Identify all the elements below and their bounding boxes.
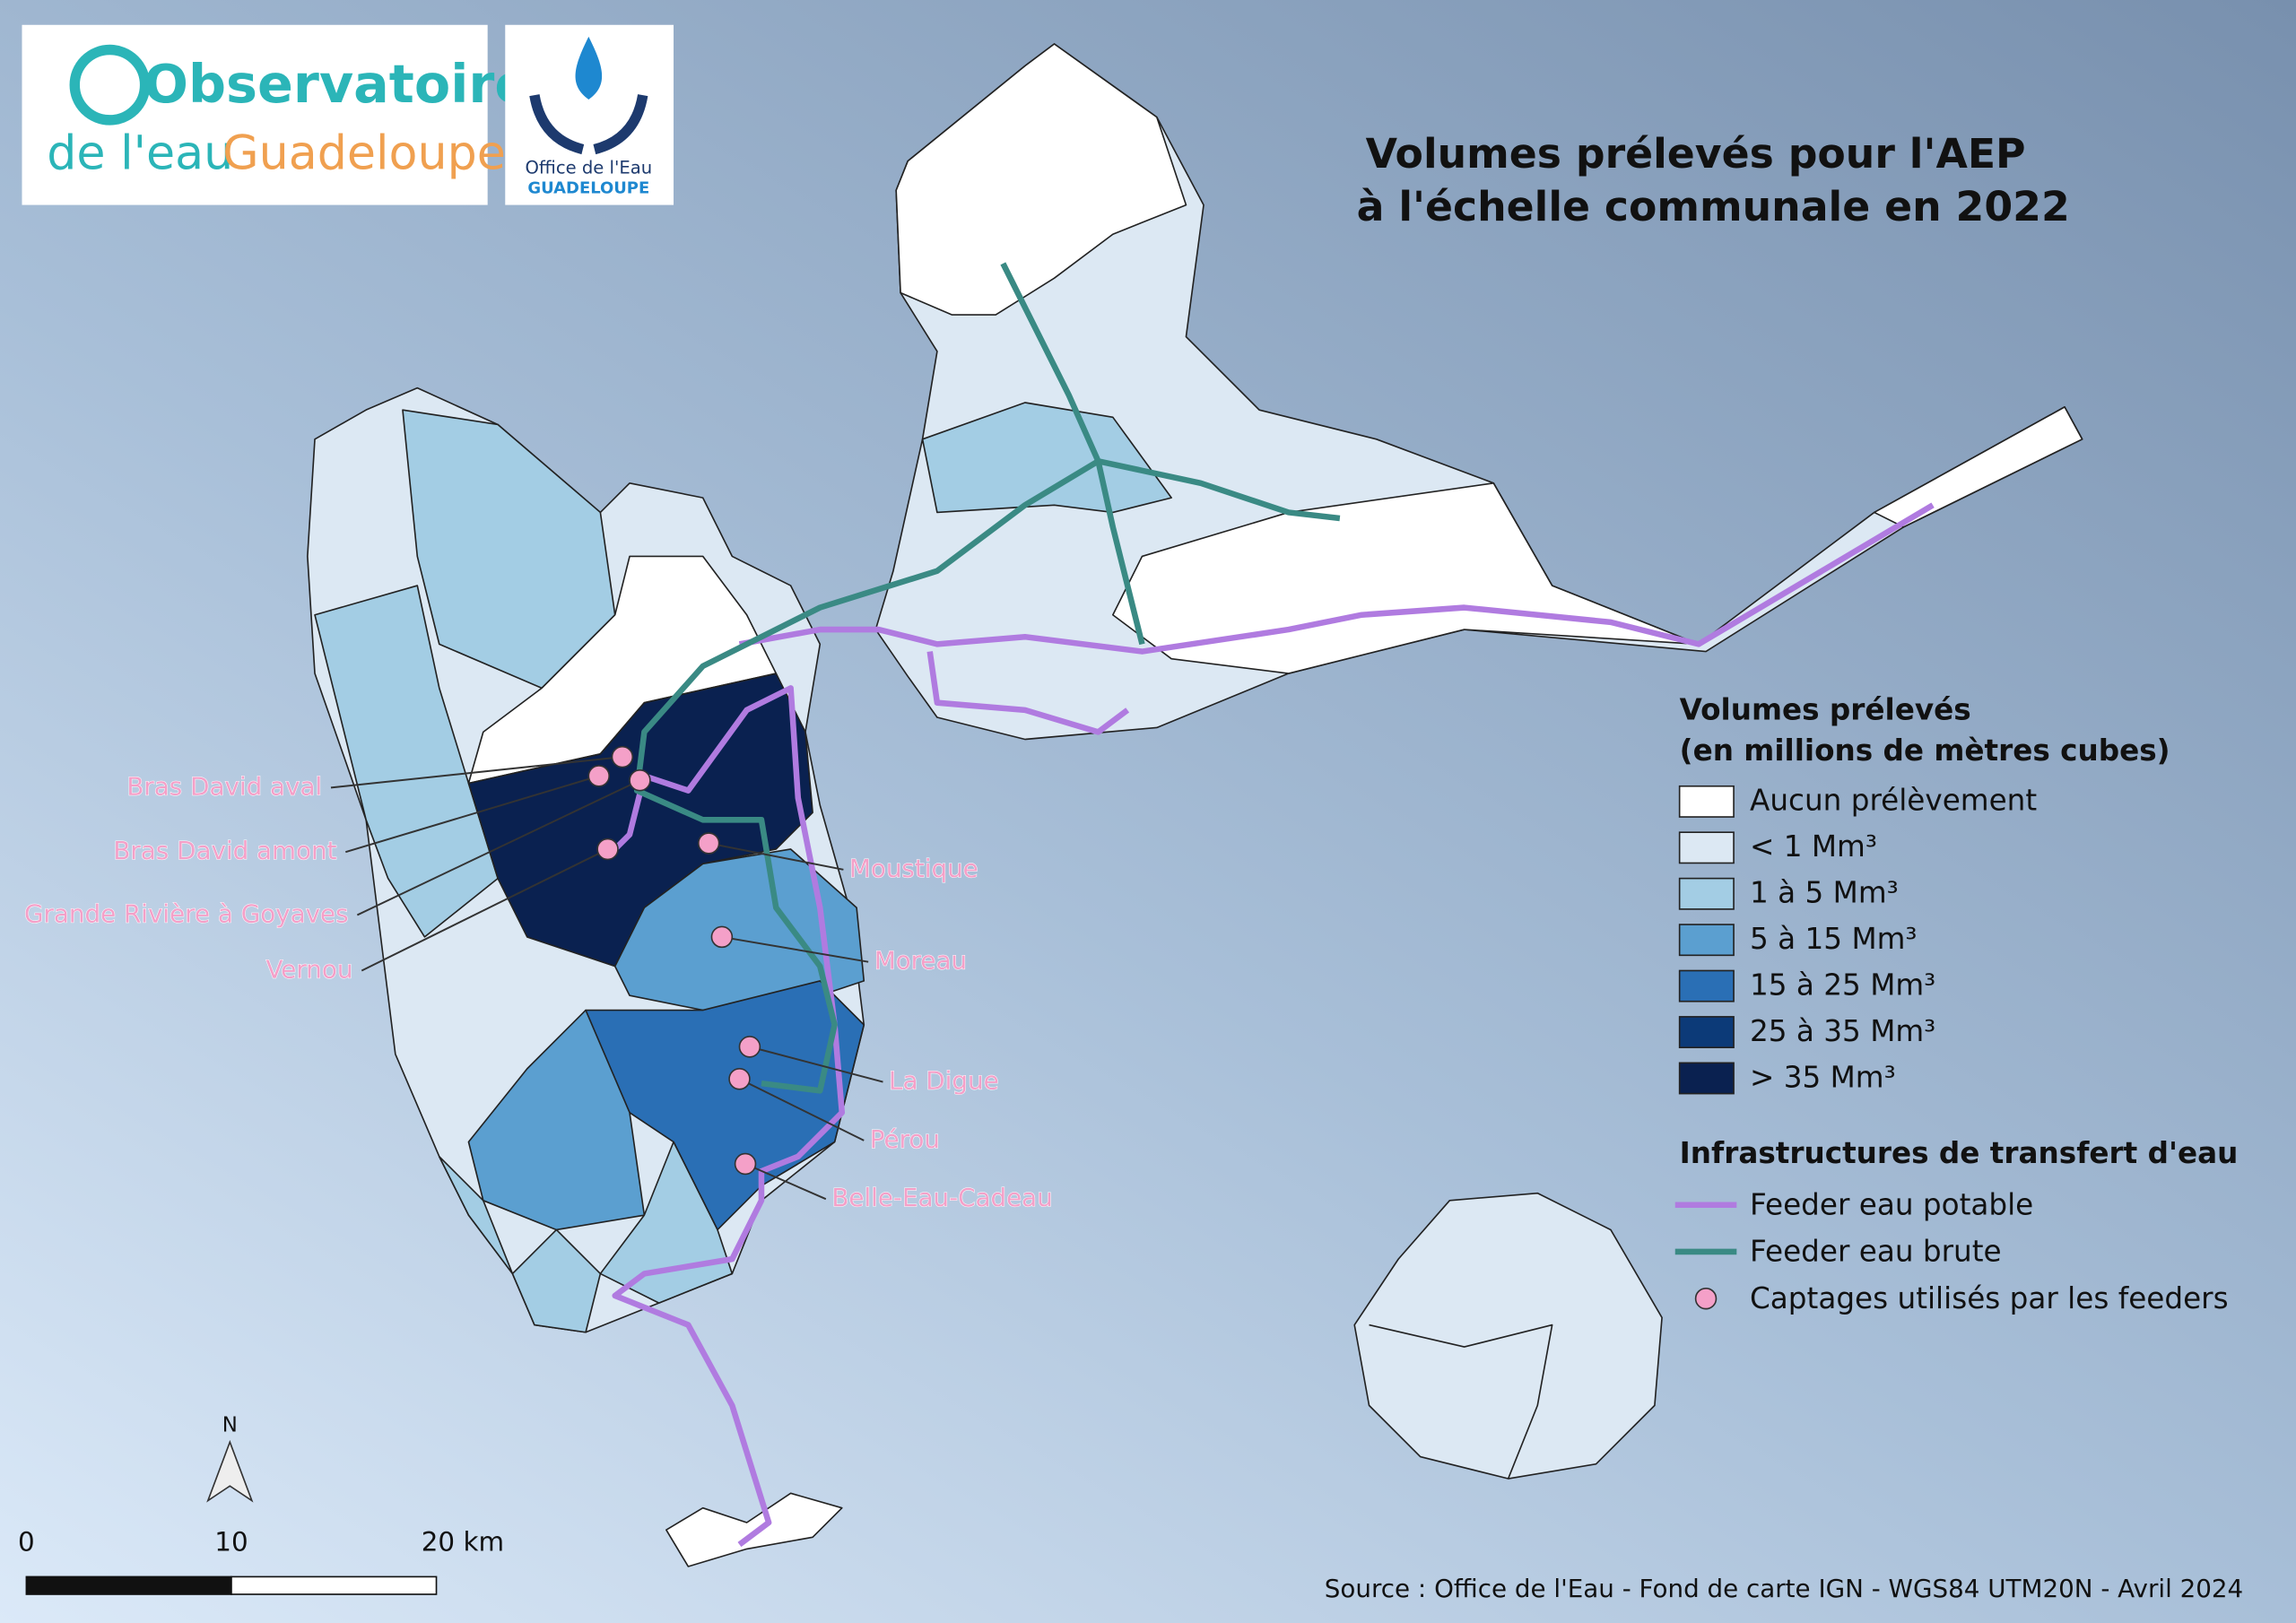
- legend-label: < 1 Mm³: [1750, 829, 1877, 864]
- leader-line: [721, 935, 869, 963]
- captage-label: Grande Rivière à Goyaves: [24, 898, 349, 928]
- captage-label: Pérou: [870, 1124, 940, 1154]
- captage-point: [596, 838, 619, 861]
- legend-label: Captages utilisés par les feeders: [1750, 1281, 2229, 1315]
- legend-label: Feeder eau potable: [1750, 1187, 2033, 1221]
- scale-bar: [25, 1575, 232, 1595]
- logo-mark: [69, 44, 151, 126]
- logo-line: de l'eau: [47, 127, 233, 181]
- leader-line: [345, 775, 600, 854]
- commune: [467, 673, 813, 968]
- captage-label: Bras David amont: [113, 836, 336, 865]
- commune: [895, 43, 1187, 316]
- legend-label: Aucun prélèvement: [1750, 784, 2037, 818]
- feeder-potable: [738, 502, 1935, 655]
- feeder-potable: [926, 651, 1130, 735]
- logo-drop: [575, 36, 603, 100]
- legend-point: [1694, 1287, 1718, 1310]
- legend-swatch: [1678, 785, 1735, 818]
- feeder-brute: [1097, 458, 1341, 522]
- les-saintes: [665, 1492, 843, 1567]
- legend-label: 25 à 35 Mm³: [1750, 1014, 1935, 1048]
- legend-label: > 35 Mm³: [1750, 1060, 1896, 1094]
- captage-label: Moustique: [849, 854, 978, 883]
- captages: Bras David aval Bras David amont Grande Ri…: [23, 745, 1053, 1213]
- feeders: [612, 262, 1935, 1548]
- title: Volumes prélevés pour l'AEP: [1366, 130, 2026, 178]
- leader-line: [330, 756, 622, 789]
- north-label: N: [222, 1414, 238, 1437]
- legend-swatch: [1678, 831, 1735, 864]
- legend-title: (en millions de mètres cubes): [1680, 733, 2170, 768]
- commune: [467, 1009, 646, 1231]
- commune: [438, 1156, 602, 1333]
- captage-label: Bras David aval: [126, 771, 322, 801]
- feeder-brute: [633, 458, 1100, 1094]
- legend-swatch: [1678, 969, 1735, 1002]
- commune-border: [1369, 1324, 1553, 1480]
- leader-line: [749, 1046, 883, 1083]
- captage-point: [611, 745, 634, 768]
- logo-word: Observatoire: [144, 53, 530, 115]
- feeder-potable: [612, 685, 846, 1548]
- captage-point: [587, 765, 610, 787]
- captage-point: [738, 1036, 761, 1058]
- captage-point: [710, 925, 734, 949]
- scale-label: 0: [18, 1526, 35, 1557]
- legend-swatch: [1678, 1062, 1735, 1095]
- legend-swatch: [1678, 924, 1735, 957]
- legend-swatch: [1678, 1016, 1735, 1049]
- commune: [1873, 406, 2083, 528]
- legend-label: 15 à 25 Mm³: [1750, 968, 1935, 1002]
- captage-label: La Digue: [889, 1066, 999, 1096]
- legend-swatch: [1678, 877, 1735, 910]
- captage-point: [728, 1068, 751, 1090]
- leader-line: [356, 779, 640, 916]
- north-arrow: [206, 1439, 254, 1503]
- captage-label: Vernou: [265, 954, 352, 984]
- leader-line: [744, 1163, 827, 1201]
- legend-title: Volumes prélevés: [1680, 692, 1971, 726]
- captage-point: [629, 768, 651, 792]
- logo-line: Guadeloupe: [222, 127, 506, 181]
- legend-label: 1 à 5 Mm³: [1750, 876, 1899, 910]
- captage-label: Belle-Eau-Cadeau: [831, 1183, 1052, 1212]
- commune: [613, 848, 865, 1011]
- commune: [921, 402, 1172, 514]
- legend: Volumes prélevés (en millions de mètres c…: [1674, 692, 2239, 1315]
- captage-label: Moreau: [874, 946, 967, 976]
- legend-title: Infrastructures de transfert d'eau: [1680, 1136, 2239, 1170]
- logo-text: GUADELOUPE: [527, 179, 649, 198]
- logo-text: Office de l'Eau: [525, 157, 652, 178]
- scale-bar: [230, 1575, 438, 1595]
- scale-label: 10: [214, 1526, 248, 1557]
- captage-point: [734, 1152, 757, 1176]
- title: à l'échelle communale en 2022: [1357, 183, 2070, 230]
- captage-point: [697, 832, 720, 855]
- leader-line: [361, 848, 608, 972]
- leader-line: [739, 1078, 865, 1141]
- legend-label: Feeder eau brute: [1750, 1235, 2002, 1269]
- leader-line: [709, 842, 844, 871]
- logo-hands: [529, 94, 648, 155]
- legend-label: 5 à 15 Mm³: [1750, 922, 1917, 956]
- scale-label: 20 km: [422, 1526, 504, 1557]
- source: Source : Office de l'Eau - Fond de carte…: [1325, 1574, 2243, 1603]
